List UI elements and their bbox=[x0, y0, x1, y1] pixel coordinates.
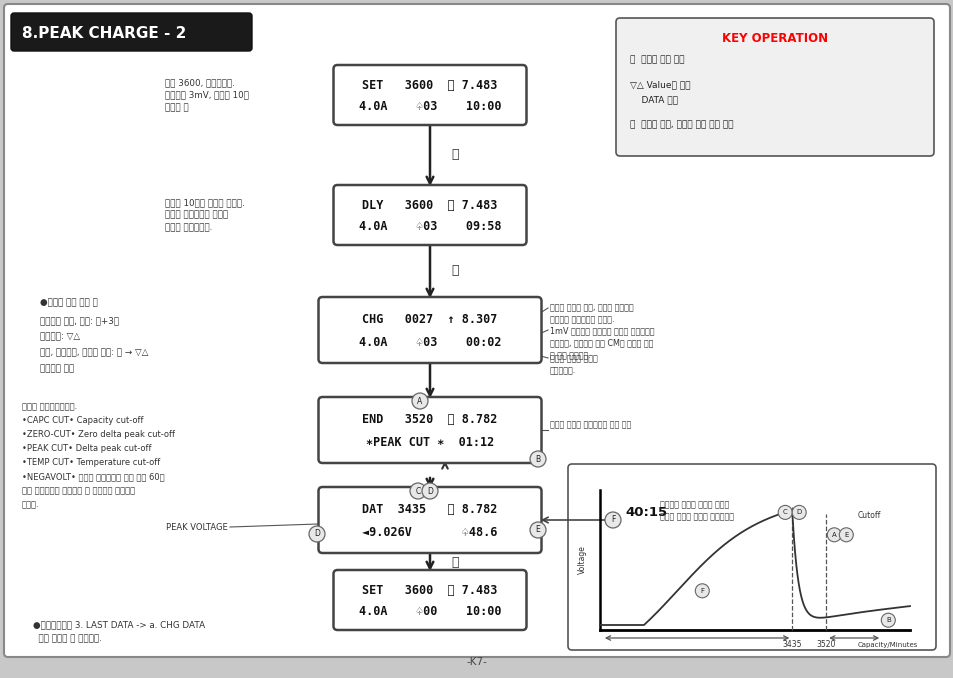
Text: 용량 3600, 충전임페어.
멀타피크 3mV, 딜레이 10분
설정의 예: 용량 3600, 충전임페어. 멀타피크 3mV, 딜레이 10분 설정의 예 bbox=[165, 78, 249, 112]
Text: 8.PEAK CHARGE - 2: 8.PEAK CHARGE - 2 bbox=[22, 26, 186, 41]
FancyBboxPatch shape bbox=[4, 4, 949, 657]
Circle shape bbox=[826, 527, 841, 542]
Text: A: A bbox=[416, 397, 422, 405]
Text: •ZERO-CUT• Zero delta peak cut-off: •ZERO-CUT• Zero delta peak cut-off bbox=[22, 430, 174, 439]
Text: ⏭: ⏭ bbox=[451, 148, 458, 161]
Text: 4.0A    ♤00    10:00: 4.0A ♤00 10:00 bbox=[358, 605, 500, 618]
Text: F: F bbox=[610, 515, 615, 525]
Text: E: E bbox=[843, 532, 847, 538]
FancyBboxPatch shape bbox=[334, 185, 526, 245]
Text: ◄9.026V       ♤48.6: ◄9.026V ♤48.6 bbox=[362, 526, 497, 539]
Text: C: C bbox=[415, 487, 420, 496]
Text: C: C bbox=[782, 509, 787, 515]
Text: B: B bbox=[885, 617, 890, 623]
Text: 배터리 전압의 상승, 하강을 화살표가
정확하게 디스플레이 합니다.: 배터리 전압의 상승, 하강을 화살표가 정확하게 디스플레이 합니다. bbox=[550, 303, 633, 325]
Text: 용량, 멀타피크, 콿오프 온도: ⏮ → ▽△: 용량, 멀타피크, 콿오프 온도: ⏮ → ▽△ bbox=[40, 348, 149, 357]
Text: D: D bbox=[314, 530, 319, 538]
Text: SET   3600  ⎓ 7.483: SET 3600 ⎓ 7.483 bbox=[362, 584, 497, 597]
FancyBboxPatch shape bbox=[318, 487, 541, 553]
Text: 팬스타트 온도: 팬스타트 온도 bbox=[40, 364, 74, 373]
Text: KEY OPERATION: KEY OPERATION bbox=[721, 31, 827, 45]
Text: Cutoff: Cutoff bbox=[857, 511, 881, 520]
Text: 전류변화: ▽△: 전류변화: ▽△ bbox=[40, 332, 80, 341]
Text: B: B bbox=[535, 454, 540, 464]
FancyBboxPatch shape bbox=[334, 65, 526, 125]
FancyBboxPatch shape bbox=[11, 13, 252, 51]
Text: D: D bbox=[796, 509, 801, 515]
Text: 충전이 종료되었습니다.: 충전이 종료되었습니다. bbox=[22, 402, 77, 411]
Circle shape bbox=[791, 505, 805, 519]
Text: A: A bbox=[831, 532, 836, 538]
Text: 40:15: 40:15 bbox=[624, 506, 666, 519]
FancyBboxPatch shape bbox=[318, 297, 541, 363]
Text: DAT  3435   ⎓ 8.782: DAT 3435 ⎓ 8.782 bbox=[362, 503, 497, 516]
Text: 됩니다.: 됩니다. bbox=[22, 500, 40, 509]
Text: •CAPC CUT• Capacity cut-off: •CAPC CUT• Capacity cut-off bbox=[22, 416, 143, 425]
Text: 충전종료 당시의 배터리 온도와
충전된 시간을 번갈아 디스플레이: 충전종료 당시의 배터리 온도와 충전된 시간을 번갈아 디스플레이 bbox=[659, 500, 733, 521]
Text: ▽: ▽ bbox=[395, 455, 403, 465]
Text: DLY   3600  ⎓ 7.483: DLY 3600 ⎓ 7.483 bbox=[362, 199, 497, 212]
Text: 이상 지속적으로 하강하면 이 메세지가 나타나게: 이상 지속적으로 하강하면 이 메세지가 나타나게 bbox=[22, 486, 135, 495]
Text: ⏭  커서의 이동, 충전의 시작 혹은 중단: ⏭ 커서의 이동, 충전의 시작 혹은 중단 bbox=[629, 121, 733, 129]
FancyBboxPatch shape bbox=[567, 464, 935, 650]
Text: △: △ bbox=[456, 455, 463, 465]
Text: 충전은 10분간 딜레이 됩니다.
딜레이 동안⏭켜를 누르면
충전을 시작합니다.: 충전은 10분간 딜레이 됩니다. 딜레이 동안⏭켜를 누르면 충전을 시작합니… bbox=[165, 198, 245, 232]
Text: 1mV 단위까지 배터리의 전압을 표시하므로
충전상황, 멀타피크 때의 CM의 정확성 등을
볼 수가 있습니다.: 1mV 단위까지 배터리의 전압을 표시하므로 충전상황, 멀타피크 때의 CM… bbox=[550, 326, 654, 360]
Circle shape bbox=[695, 584, 709, 598]
Text: ●충전중 세팅 변화 키: ●충전중 세팅 변화 키 bbox=[40, 298, 98, 307]
FancyBboxPatch shape bbox=[318, 397, 541, 463]
Circle shape bbox=[412, 393, 428, 409]
Text: ⏮  커서를 위로 이동: ⏮ 커서를 위로 이동 bbox=[629, 56, 684, 64]
Text: E: E bbox=[535, 525, 539, 534]
Circle shape bbox=[530, 451, 545, 467]
Text: F: F bbox=[700, 588, 703, 594]
Text: •TEMP CUT• Temperature cut-off: •TEMP CUT• Temperature cut-off bbox=[22, 458, 160, 467]
Text: 온도와 시간이 번갈아
표시됩니다.: 온도와 시간이 번갈아 표시됩니다. bbox=[550, 354, 598, 376]
Text: 3520: 3520 bbox=[816, 640, 835, 649]
Text: END   3520  ⎓ 8.782: END 3520 ⎓ 8.782 bbox=[362, 413, 497, 426]
Text: D: D bbox=[427, 487, 433, 496]
Circle shape bbox=[881, 613, 894, 627]
Circle shape bbox=[410, 483, 426, 499]
Text: 3435: 3435 bbox=[781, 640, 801, 649]
Text: CHG   0027  ↑ 8.307: CHG 0027 ↑ 8.307 bbox=[362, 313, 497, 326]
Circle shape bbox=[309, 526, 325, 542]
Text: 4.0A    ♤03    00:02: 4.0A ♤03 00:02 bbox=[358, 336, 500, 349]
Circle shape bbox=[530, 522, 545, 538]
Text: 4.0A    ♤03    10:00: 4.0A ♤03 10:00 bbox=[358, 100, 500, 113]
Text: 룩업아웃 설정, 해제: ⏮+3초: 룩업아웃 설정, 해제: ⏮+3초 bbox=[40, 316, 119, 325]
Text: 4.0A    ♤03    09:58: 4.0A ♤03 09:58 bbox=[358, 220, 500, 233]
Circle shape bbox=[604, 512, 620, 528]
Text: Capacity/Minutes: Capacity/Minutes bbox=[857, 642, 918, 648]
Text: ⏭: ⏭ bbox=[451, 555, 458, 568]
Circle shape bbox=[421, 483, 437, 499]
Text: ●충전데이터는 3. LAST DATA -> a. CHG DATA: ●충전데이터는 3. LAST DATA -> a. CHG DATA bbox=[33, 620, 205, 629]
Text: •PEAK CUT• Delta peak cut-off: •PEAK CUT• Delta peak cut-off bbox=[22, 444, 152, 453]
Text: DATA 확인: DATA 확인 bbox=[629, 96, 678, 104]
Text: ▽△ Value의 증감: ▽△ Value의 증감 bbox=[629, 81, 690, 89]
FancyBboxPatch shape bbox=[334, 570, 526, 630]
Text: -K7-: -K7- bbox=[466, 657, 487, 667]
Circle shape bbox=[778, 505, 791, 519]
Text: •NEGAVOLT• 전압이 피크전압의 감지 없이 60초: •NEGAVOLT• 전압이 피크전압의 감지 없이 60초 bbox=[22, 472, 165, 481]
Circle shape bbox=[839, 527, 852, 542]
Text: ⏭: ⏭ bbox=[451, 264, 458, 277]
Text: SET   3600  ⎓ 7.483: SET 3600 ⎓ 7.483 bbox=[362, 79, 497, 92]
Text: ∗PEAK CUT ∗  01:12: ∗PEAK CUT ∗ 01:12 bbox=[366, 436, 494, 450]
Text: 충전이 종료된 직후부터의 지난 시간: 충전이 종료된 직후부터의 지난 시간 bbox=[550, 420, 631, 429]
Text: PEAK VOLTAGE: PEAK VOLTAGE bbox=[166, 523, 228, 532]
FancyBboxPatch shape bbox=[616, 18, 933, 156]
Text: 에서 확인할 수 있습니다.: 에서 확인할 수 있습니다. bbox=[33, 634, 102, 643]
Text: Voltage: Voltage bbox=[577, 546, 586, 574]
